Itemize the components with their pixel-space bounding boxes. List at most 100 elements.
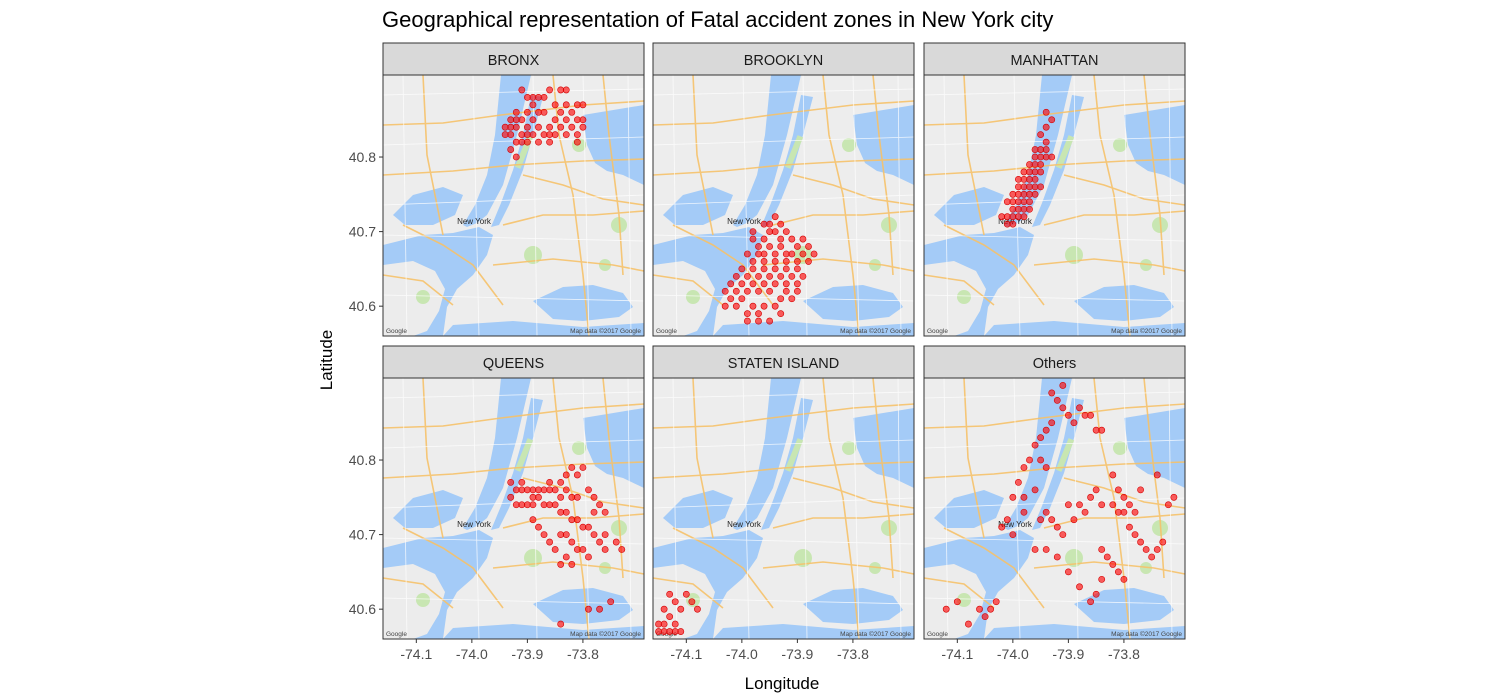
facet-strip-label: QUEENS	[483, 356, 544, 372]
data-point	[755, 287, 762, 295]
data-point	[562, 131, 570, 139]
data-point	[1142, 546, 1150, 553]
data-point	[501, 123, 509, 131]
data-point	[1020, 493, 1028, 501]
y-tick-label: 40.8	[349, 452, 376, 468]
data-point	[810, 250, 818, 258]
data-point	[788, 295, 796, 303]
data-point	[1026, 456, 1033, 464]
facet-strip-label: BRONX	[488, 53, 540, 69]
data-point	[540, 531, 548, 538]
data-point	[744, 310, 751, 318]
map-label-city: New York	[998, 520, 1033, 529]
data-point	[612, 538, 620, 546]
data-point	[529, 501, 537, 509]
data-point	[557, 493, 565, 501]
facet-strip-label: BROOKLYN	[744, 53, 824, 69]
data-point	[1037, 131, 1045, 139]
y-tick-label: 40.6	[349, 298, 376, 314]
data-point	[771, 265, 779, 273]
data-point	[1048, 516, 1056, 524]
data-point	[1092, 486, 1100, 494]
data-point	[771, 280, 779, 288]
data-point	[793, 287, 801, 295]
data-point	[777, 272, 785, 280]
facet-panel: STATEN ISLAND New York Google Map data ©201…	[652, 345, 915, 640]
data-point	[579, 123, 587, 131]
map-background: New York Google Map data ©2017 Google	[382, 74, 645, 337]
data-point	[1042, 123, 1050, 131]
data-point	[529, 116, 537, 124]
panel-border	[923, 74, 1186, 337]
data-point	[1015, 479, 1022, 486]
map-label-credit: Map data ©2017 Google	[570, 630, 641, 638]
data-point	[805, 243, 812, 250]
data-point	[1020, 213, 1028, 221]
data-point	[507, 479, 515, 486]
data-point	[1109, 501, 1117, 509]
data-point	[677, 605, 685, 613]
data-point	[1042, 546, 1050, 553]
x-tick-label: -73.9	[1052, 646, 1084, 662]
data-point	[987, 605, 995, 613]
x-tick-label: -73.9	[781, 646, 813, 662]
facet-panel: QUEENS New York Google Map data ©2017 Googl…	[382, 345, 645, 640]
data-point	[596, 538, 603, 546]
data-point	[585, 553, 592, 561]
data-point	[1098, 546, 1106, 553]
data-point	[1137, 538, 1144, 546]
data-point	[607, 598, 615, 606]
data-point	[1053, 523, 1061, 531]
data-point	[1042, 138, 1050, 146]
data-point	[942, 605, 950, 613]
map-label-credit: Map data ©2017 Google	[840, 327, 911, 335]
facet-panel: MANHATTAN New York Google Map data ©2017 Go…	[923, 42, 1186, 337]
data-point	[1048, 389, 1056, 397]
panel-border	[382, 377, 645, 640]
data-point	[568, 493, 576, 501]
facet-strip-label: STATEN ISLAND	[728, 356, 839, 372]
x-tick-label: -74.1	[670, 646, 702, 662]
data-point	[1053, 396, 1061, 404]
data-point	[590, 493, 598, 501]
data-point	[1059, 531, 1067, 538]
x-tick-label: -73.8	[1108, 646, 1140, 662]
data-point	[760, 258, 768, 265]
data-point	[1026, 205, 1033, 213]
map-label-city: New York	[998, 217, 1033, 226]
data-point	[585, 605, 592, 613]
facet-strip	[382, 42, 645, 76]
data-point	[744, 272, 751, 280]
facet-strip	[923, 42, 1186, 76]
data-point	[579, 546, 587, 553]
data-point	[1092, 590, 1100, 598]
data-point	[766, 243, 774, 250]
x-axis-ticks: -74.1 -74.0 -73.9 -73.8 -74.1 -74.0 -73.9 -73.8…	[400, 639, 1140, 662]
data-point	[579, 116, 587, 124]
data-point	[744, 250, 751, 258]
x-tick-label: -74.0	[456, 646, 488, 662]
data-point	[660, 620, 668, 628]
map-label-city: New York	[457, 217, 492, 226]
data-point	[782, 265, 790, 273]
map-label-google: Google	[927, 328, 948, 335]
data-point	[535, 123, 542, 131]
data-point	[771, 213, 779, 221]
data-point	[771, 250, 779, 258]
y-axis-label: Latitude	[317, 330, 336, 391]
data-point	[1037, 168, 1045, 176]
data-point	[793, 243, 801, 250]
panel-border	[652, 74, 915, 337]
data-point	[518, 138, 526, 146]
data-point	[1120, 493, 1128, 501]
data-point	[1031, 190, 1039, 198]
data-point	[738, 280, 746, 288]
data-point	[512, 108, 520, 116]
y-tick-label: 40.7	[349, 527, 376, 543]
data-point	[732, 287, 740, 295]
data-point	[1037, 516, 1045, 524]
data-point	[1170, 493, 1178, 501]
data-point	[529, 493, 537, 501]
data-point	[568, 538, 576, 546]
data-point	[1031, 486, 1039, 494]
